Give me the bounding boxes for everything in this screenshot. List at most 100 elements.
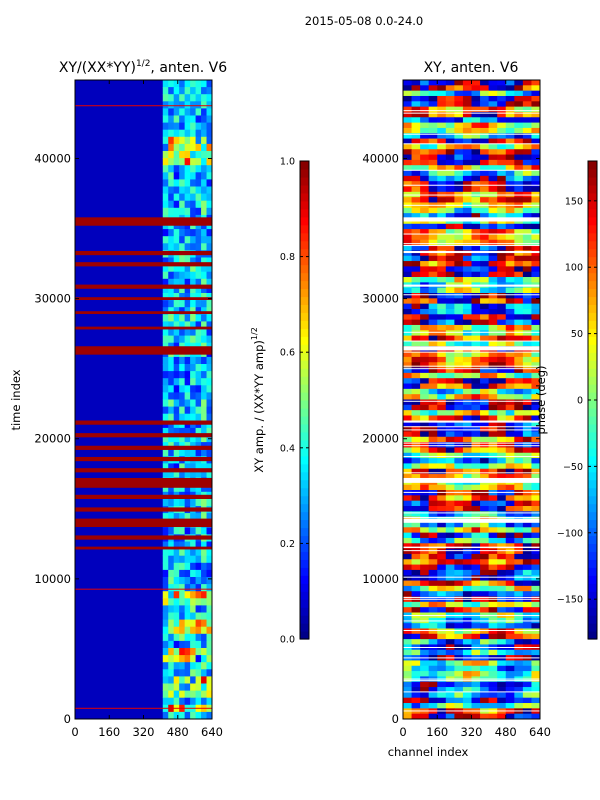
left-active-cell	[195, 172, 202, 180]
left-active-cell	[173, 584, 180, 592]
left-active-cell	[173, 577, 180, 585]
right-phase-cell	[437, 671, 447, 677]
left-active-cell	[168, 591, 175, 599]
right-phase-cell	[514, 330, 524, 336]
right-phase-cell	[505, 553, 515, 560]
left-active-cell	[168, 484, 175, 493]
left-active-cell	[179, 229, 186, 237]
right-phase-cell	[437, 383, 447, 390]
right-phase-cell	[514, 484, 524, 491]
left-active-cell	[195, 371, 202, 379]
right-phase-cell	[411, 175, 421, 182]
right-phase-cell	[531, 559, 541, 565]
right-phase-cell	[480, 415, 490, 422]
right-phase-cell	[471, 713, 481, 720]
right-phase-cell	[497, 559, 507, 565]
right-phase-cell	[514, 394, 524, 400]
left-active-cell	[201, 101, 207, 109]
left-active-cell	[184, 207, 191, 216]
left-active-cell	[179, 129, 186, 138]
right-phase-cell	[428, 420, 438, 427]
right-phase-cell	[462, 399, 472, 406]
right-phase-cell	[522, 500, 532, 507]
left-active-cell	[168, 193, 175, 202]
right-phase-cell	[497, 420, 507, 427]
right-phase-cell	[514, 585, 524, 592]
right-phase-cell	[531, 468, 541, 475]
right-phase-cell	[462, 671, 472, 677]
left-active-cell	[162, 498, 169, 507]
right-phase-cell	[454, 415, 464, 422]
left-active-cell	[179, 470, 186, 478]
right-phase-cell	[462, 388, 472, 395]
right-phase-cell	[497, 569, 507, 576]
right-colorbar-step	[588, 439, 597, 449]
left-active-cell	[206, 172, 213, 180]
right-phase-cell	[522, 186, 532, 193]
left-active-cell	[206, 179, 213, 187]
right-phase-cell	[480, 468, 490, 475]
right-phase-cell	[488, 713, 498, 720]
right-phase-cell	[411, 372, 421, 379]
right-colorbar-step	[588, 583, 597, 592]
right-phase-cell	[403, 293, 412, 299]
right-phase-cell	[522, 484, 532, 491]
right-phase-cell	[522, 181, 532, 187]
right-phase-cell	[445, 623, 455, 629]
right-phase-cell	[462, 127, 472, 134]
left-active-cell	[179, 371, 186, 379]
right-phase-cell	[403, 362, 412, 368]
left-active-cell	[173, 94, 180, 102]
right-phase-cell	[411, 80, 421, 86]
right-phase-cell	[522, 601, 532, 608]
right-phase-cell	[462, 181, 472, 187]
right-phase-cell	[480, 207, 490, 214]
left-active-cell	[206, 136, 213, 145]
right-phase-cell	[454, 431, 464, 438]
right-phase-cell	[437, 340, 447, 347]
left-active-cell	[173, 392, 180, 400]
left-active-cell	[184, 463, 191, 471]
right-phase-cell	[420, 442, 430, 448]
left-colorbar-tick-label: 0.4	[280, 443, 295, 454]
right-phase-cell	[462, 213, 472, 219]
left-active-cell	[190, 392, 196, 400]
right-phase-cell	[411, 362, 421, 368]
right-phase-cell	[514, 415, 524, 422]
left-active-cell	[190, 264, 196, 273]
left-active-cell	[201, 115, 207, 123]
right-colorbar-step	[588, 407, 597, 417]
right-phase-cell	[531, 628, 541, 635]
right-phase-cell	[505, 399, 515, 406]
right-phase-cell	[497, 532, 507, 539]
right-phase-cell	[514, 692, 524, 699]
right-phase-cell	[454, 324, 464, 331]
right-phase-cell	[480, 633, 490, 640]
left-active-cell	[173, 399, 180, 407]
right-phase-cell	[531, 308, 541, 315]
right-phase-cell	[454, 692, 464, 699]
left-active-cell	[179, 356, 186, 365]
left-active-cell	[162, 293, 169, 301]
right-phase-cell	[488, 671, 498, 677]
right-phase-cell	[505, 340, 515, 347]
left-active-cell	[206, 427, 213, 436]
right-phase-cell	[505, 356, 515, 363]
left-active-cell	[190, 541, 196, 549]
left-active-cell	[206, 222, 213, 230]
left-active-cell	[184, 335, 191, 344]
right-phase-cell	[403, 649, 412, 656]
right-phase-cell	[403, 580, 412, 587]
left-active-cell	[179, 115, 186, 123]
right-phase-cell	[471, 410, 481, 416]
right-phase-cell	[454, 117, 464, 123]
right-phase-cell	[428, 442, 438, 448]
right-phase-cell	[403, 484, 412, 491]
right-phase-cell	[403, 255, 412, 262]
right-phase-cell	[522, 340, 532, 347]
right-phase-cell	[522, 362, 532, 368]
right-phase-cell	[462, 266, 472, 273]
left-active-cell	[184, 229, 191, 237]
left-active-cell	[206, 648, 213, 656]
right-phase-cell	[531, 207, 541, 214]
